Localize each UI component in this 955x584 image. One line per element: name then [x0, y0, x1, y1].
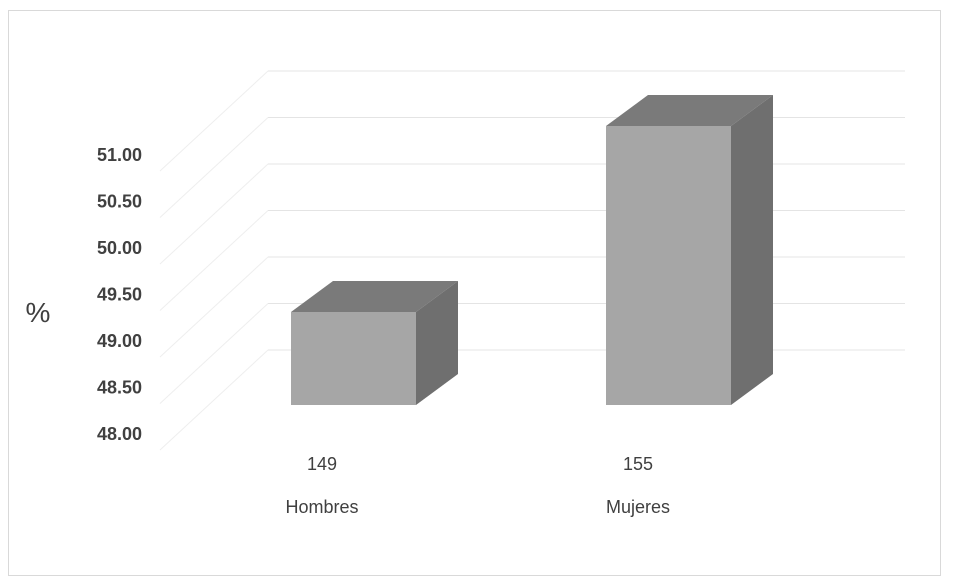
y-tick-label: 51.00 [97, 145, 142, 165]
y-tick-label: 49.50 [97, 285, 142, 305]
wall-gridline [159, 256, 269, 358]
y-axis-ticks: 48.00 48.50 49.00 49.50 50.00 50.50 51.00 [97, 145, 142, 444]
bars [291, 95, 773, 405]
y-tick-label: 50.00 [97, 238, 142, 258]
y-tick-label: 48.50 [97, 378, 142, 398]
category-count-label: 149 [307, 454, 337, 474]
wall-gridline [159, 117, 269, 218]
category-label: Mujeres [606, 497, 670, 517]
bar-front-face [291, 312, 416, 405]
x-axis-categories: 149 Hombres 155 Mujeres [285, 454, 670, 517]
bar-side-face [731, 95, 773, 405]
wall-gridline [159, 210, 269, 311]
y-tick-label: 50.50 [97, 192, 142, 212]
wall-gridline [159, 349, 269, 451]
y-tick-label: 49.00 [97, 331, 142, 351]
y-tick-label: 48.00 [97, 424, 142, 444]
gridlines [159, 70, 905, 451]
wall-gridline [159, 163, 269, 265]
category-label: Hombres [285, 497, 358, 517]
bar-top-face [291, 281, 458, 312]
wall-gridline [159, 303, 269, 404]
bar-top-face [606, 95, 773, 126]
category-count-label: 155 [623, 454, 653, 474]
bar-side-face [416, 281, 458, 405]
bar-hombres [291, 281, 458, 405]
y-axis-label: % [26, 297, 51, 328]
wall-gridline [159, 70, 269, 172]
chart-area [8, 10, 941, 576]
bar-mujeres [606, 95, 773, 405]
bar-front-face [606, 126, 731, 405]
